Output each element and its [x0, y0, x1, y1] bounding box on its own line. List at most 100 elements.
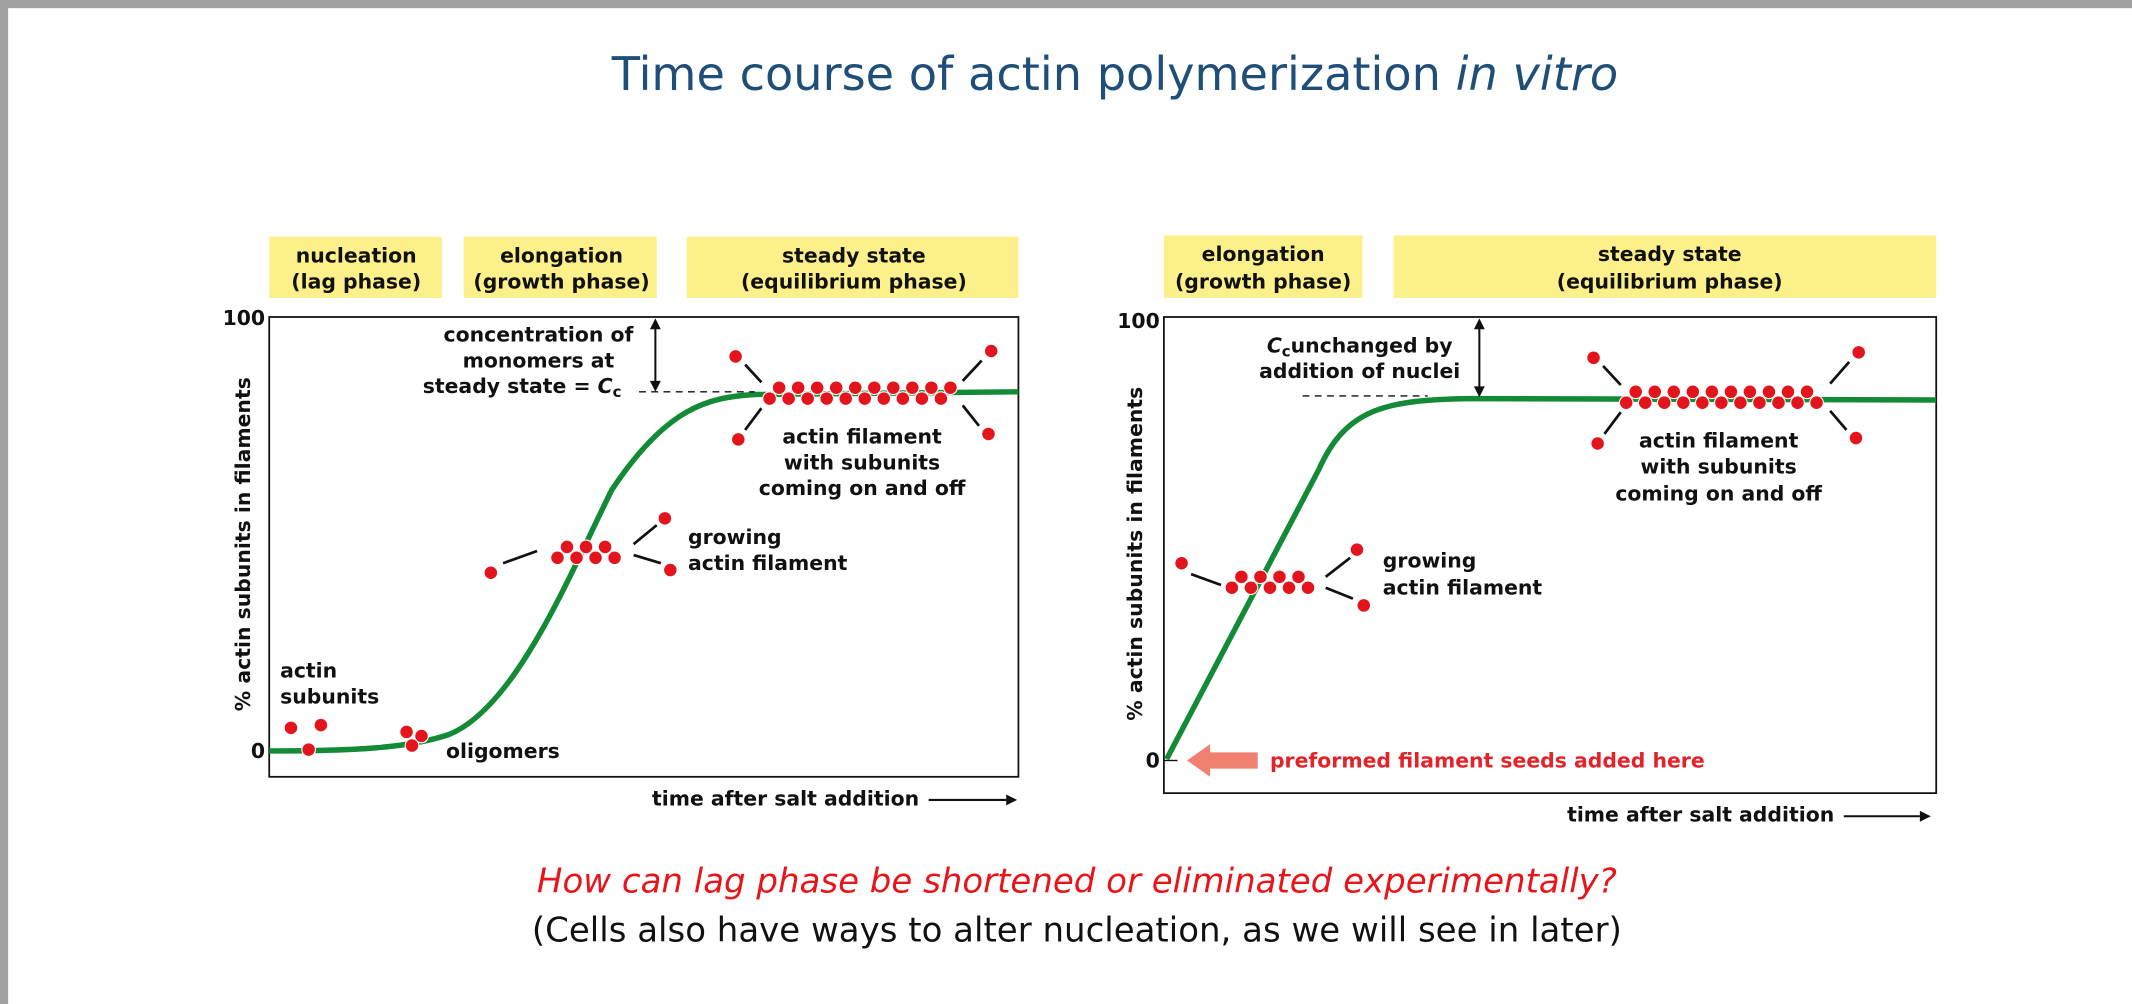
annotation-part: steady state = — [423, 374, 598, 398]
monomer — [1752, 395, 1767, 411]
arrow — [961, 404, 981, 427]
monomer — [1262, 580, 1278, 596]
monomer — [414, 728, 429, 744]
phase-label: elongation — [1202, 242, 1325, 266]
monomer — [857, 391, 873, 406]
annotation: coming on and off — [1615, 482, 1822, 506]
monomer — [550, 550, 565, 566]
annotation: subunits — [280, 684, 379, 708]
annotation: actin — [280, 658, 337, 682]
monomer — [1224, 580, 1240, 596]
phase-label: (equilibrium phase) — [741, 269, 967, 293]
phase-label: (lag phase) — [291, 269, 421, 293]
monomer — [1714, 395, 1729, 411]
annotation: preformed filament seeds added here — [1270, 748, 1705, 772]
monomer — [1666, 384, 1682, 400]
arrow — [744, 407, 763, 431]
annotation: oligomers — [446, 739, 560, 763]
annotation: steady state = Cc — [423, 374, 622, 401]
phase-box — [1163, 235, 1363, 298]
monomer — [728, 349, 743, 364]
annotation: actin filament — [688, 551, 848, 575]
arrow — [632, 524, 658, 546]
annotation: actin filament — [1383, 576, 1543, 600]
plot-frame — [268, 316, 1020, 778]
title-main: Time course of actin polymerization — [611, 47, 1456, 101]
monomer — [983, 343, 999, 359]
annotation-part: c — [613, 383, 622, 401]
annotation: actin filament — [1639, 429, 1799, 453]
monomer — [1851, 345, 1867, 360]
annotation: monomers at — [463, 348, 615, 372]
question: How can lag phase be shortened or elimin… — [537, 861, 1617, 901]
monomer — [943, 380, 958, 396]
monomer — [399, 724, 414, 740]
phase-label: (growth phase) — [1175, 269, 1351, 293]
phase-box — [463, 236, 657, 298]
monomer — [1628, 384, 1644, 400]
monomer — [1590, 436, 1605, 451]
annotation: actin filament — [782, 424, 942, 448]
phase-label: (equilibrium phase) — [1557, 269, 1783, 293]
y-tick-label: 100 — [1117, 309, 1160, 333]
monomer — [828, 380, 844, 396]
curve — [269, 389, 1019, 754]
plot-frame — [1163, 316, 1938, 795]
monomer — [885, 380, 901, 396]
monomer — [1733, 395, 1748, 411]
monomer — [1780, 384, 1796, 400]
monomer — [1647, 384, 1663, 400]
phase-label: steady state — [1598, 242, 1742, 266]
monomer — [771, 380, 787, 396]
monomer — [1761, 384, 1777, 400]
phase-box — [686, 236, 1019, 298]
x-axis-label: time after salt addition — [1567, 803, 1834, 827]
y-axis-label: % actin subunits in filaments — [1123, 387, 1147, 721]
monomer — [1742, 384, 1758, 400]
monomer — [933, 391, 949, 406]
arrow — [961, 359, 983, 382]
y-tick-label: 0 — [251, 739, 265, 763]
monomer — [1586, 350, 1601, 366]
monomer — [1253, 569, 1268, 585]
annotation: with subunits — [1640, 454, 1796, 478]
monomer — [981, 426, 996, 442]
annotation-part: unchanged by — [1291, 333, 1453, 357]
monomer — [569, 550, 584, 566]
x-axis-label: time after salt addition — [652, 786, 919, 810]
arrow — [1829, 409, 1848, 431]
left-panel: nucleation (lag phase) elongation (growt… — [223, 236, 1020, 810]
annotation-part: c — [1282, 342, 1291, 360]
annotation: addition of nuclei — [1259, 359, 1460, 383]
title-italic: in vitro — [1456, 47, 1618, 101]
right-panel: elongation (growth phase) steady state (… — [1117, 235, 1938, 827]
y-tick-label: 0 — [1146, 748, 1160, 772]
monomer — [1272, 569, 1287, 585]
monomer — [597, 539, 613, 555]
annotation: Ccunchanged by — [1267, 333, 1453, 360]
title: Time course of actin polymerization in v… — [611, 47, 1618, 101]
phase-box — [1393, 235, 1937, 298]
annotation: growing — [688, 525, 782, 549]
arrow — [633, 553, 662, 565]
arrow — [744, 363, 763, 384]
monomer — [301, 742, 316, 757]
curve — [1164, 395, 1937, 761]
arrow — [1325, 586, 1354, 600]
monomer — [866, 380, 882, 396]
y-tick-label: 100 — [223, 306, 266, 330]
monomer — [905, 380, 920, 396]
annotation-part: C — [1267, 333, 1282, 357]
monomer — [800, 391, 816, 406]
top-border — [0, 0, 2132, 9]
arrow — [502, 549, 538, 565]
monomer — [790, 380, 806, 396]
seed-arrow — [1187, 744, 1258, 777]
phase-label: nucleation — [296, 244, 417, 268]
phase-label: elongation — [500, 244, 623, 268]
monomer — [1637, 395, 1653, 411]
monomer — [1771, 395, 1786, 411]
monomer — [1675, 395, 1691, 411]
x-arrowhead — [1919, 810, 1931, 822]
